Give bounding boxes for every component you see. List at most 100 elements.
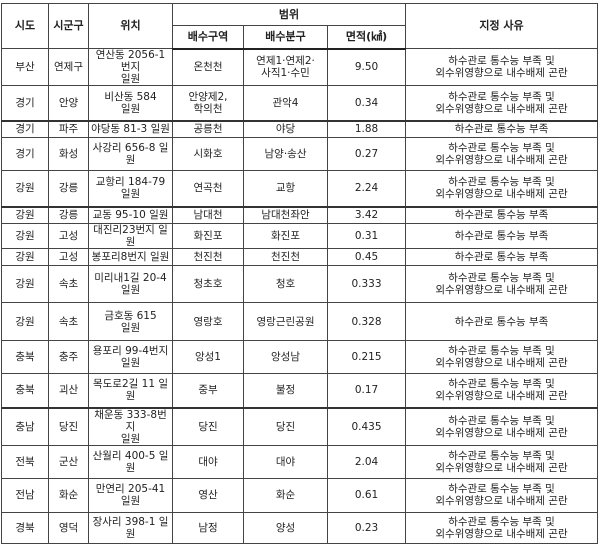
cell-sigungu: 화성 bbox=[48, 137, 89, 171]
table-body: 부산 연제구 연산동 2056-1번지 일원 온천천 연제1·연제2· 사직1·수민 9.… bbox=[1, 48, 598, 544]
cell-drainage-sub: 관악4 bbox=[243, 85, 328, 121]
cell-reason: 하수관로 통수능 부족 및 외수위영향으로 내수배제 곤란 bbox=[405, 85, 598, 121]
cell-reason: 하수관로 통수능 부족 및 외수위영향으로 내수배제 곤란 bbox=[405, 48, 598, 86]
cell-sido: 전남 bbox=[1, 477, 49, 513]
cell-sigungu: 고성 bbox=[48, 223, 89, 249]
cell-area: 3.42 bbox=[326, 205, 407, 224]
cell-sido: 전북 bbox=[1, 444, 49, 479]
flood-zone-table: 시도 시군구 위치 범위 지정 사유 배수구역 배수분구 면적(㎢) 부산 연제구… bbox=[1, 3, 598, 544]
cell-reason: 하수관로 통수능 부족 및 외수위영향으로 내수배제 곤란 bbox=[405, 265, 598, 303]
header-location: 위치 bbox=[88, 3, 173, 49]
table-row: 강원 속초 금호동 615 일원 영랑호 영랑근린공원 0.328 하수관로 통수능 부족 bbox=[1, 302, 598, 341]
cell-location: 만연리 205-41 일원 bbox=[88, 477, 173, 513]
table-row: 강원 속초 미리내1길 20-4 일원 청초호 청호 0.333 하수관로 통수능 부족 및… bbox=[1, 265, 598, 303]
cell-drainage-area: 대야 bbox=[172, 444, 244, 479]
cell-location: 야당동 81-3 일원 bbox=[88, 119, 173, 138]
cell-location: 산월리 400-5 일원 bbox=[88, 444, 173, 479]
header-sigungu: 시군구 bbox=[48, 3, 89, 49]
cell-drainage-sub: 천진천 bbox=[243, 248, 328, 266]
cell-drainage-area: 앙성1 bbox=[172, 340, 244, 374]
cell-sigungu: 화순 bbox=[48, 477, 89, 513]
cell-location: 연산동 2056-1번지 일원 bbox=[88, 48, 173, 86]
header-scope: 범위 bbox=[171, 3, 407, 26]
cell-area: 2.04 bbox=[326, 444, 407, 479]
header-area: 면적(㎢) bbox=[326, 25, 407, 50]
cell-drainage-sub: 불정 bbox=[243, 373, 328, 408]
cell-area: 0.215 bbox=[326, 340, 407, 374]
cell-location: 교동 95-10 일원 bbox=[88, 205, 173, 224]
header-reason: 지정 사유 bbox=[405, 3, 598, 49]
cell-location: 사강리 656-8 일원 bbox=[88, 137, 173, 171]
cell-sigungu: 안양 bbox=[48, 85, 89, 121]
cell-drainage-area: 영랑호 bbox=[172, 302, 244, 341]
table-row: 경기 파주 야당동 81-3 일원 공릉천 야당 1.88 하수관로 통수능 부족 bbox=[1, 119, 598, 138]
cell-sido: 강원 bbox=[1, 205, 49, 224]
table-row: 강원 강릉 교동 95-10 일원 남대천 남대천좌안 3.42 하수관로 통수능 부족 bbox=[1, 205, 598, 224]
cell-sido: 경북 bbox=[1, 511, 49, 544]
cell-reason: 하수관로 통수능 부족 및 외수위영향으로 내수배제 곤란 bbox=[405, 170, 598, 207]
cell-sigungu: 연제구 bbox=[48, 48, 89, 86]
cell-reason: 하수관로 통수능 부족 및 외수위영향으로 내수배제 곤란 bbox=[405, 477, 598, 513]
table-row: 충남 당진 채운동 333-8번지 일원 당진 당진 0.435 하수관로 통수능 부족 및… bbox=[1, 406, 598, 446]
cell-drainage-sub: 대야 bbox=[243, 444, 328, 479]
cell-drainage-area: 온천천 bbox=[172, 48, 244, 86]
cell-sigungu: 당진 bbox=[48, 406, 89, 446]
cell-sido: 경기 bbox=[1, 137, 49, 171]
cell-drainage-area: 남정 bbox=[172, 511, 244, 544]
cell-drainage-area: 남대천 bbox=[172, 205, 244, 224]
cell-drainage-sub: 화진포 bbox=[243, 223, 328, 249]
cell-area: 9.50 bbox=[326, 48, 407, 86]
cell-sido: 경기 bbox=[1, 85, 49, 121]
cell-reason: 하수관로 통수능 부족 bbox=[405, 119, 598, 138]
cell-drainage-sub: 연제1·연제2· 사직1·수민 bbox=[243, 48, 328, 86]
table-row: 경기 화성 사강리 656-8 일원 시화호 남양·송산 0.27 하수관로 통수능 부족 … bbox=[1, 137, 598, 171]
cell-reason: 하수관로 통수능 부족 및 외수위영향으로 내수배제 곤란 bbox=[405, 373, 598, 408]
cell-sigungu: 영덕 bbox=[48, 511, 89, 544]
cell-drainage-area: 화진포 bbox=[172, 223, 244, 249]
cell-drainage-sub: 화순 bbox=[243, 477, 328, 513]
cell-sido: 강원 bbox=[1, 170, 49, 207]
cell-reason: 하수관로 통수능 부족 및 외수위영향으로 내수배제 곤란 bbox=[405, 444, 598, 479]
cell-sido: 충북 bbox=[1, 373, 49, 408]
cell-drainage-area: 청초호 bbox=[172, 265, 244, 303]
table-row: 강원 고성 대진리23번지 일원 화진포 화진포 0.31 하수관로 통수능 부족 bbox=[1, 223, 598, 249]
cell-drainage-area: 영산 bbox=[172, 477, 244, 513]
cell-area: 0.435 bbox=[326, 406, 407, 446]
cell-location: 목도로2길 11 일원 bbox=[88, 373, 173, 408]
cell-drainage-area: 공릉천 bbox=[172, 119, 244, 138]
header-drainage-area: 배수구역 bbox=[172, 25, 244, 50]
cell-reason: 하수관로 통수능 부족 bbox=[405, 223, 598, 249]
cell-location: 채운동 333-8번지 일원 bbox=[88, 406, 173, 446]
cell-reason: 하수관로 통수능 부족 bbox=[405, 248, 598, 266]
cell-area: 0.23 bbox=[326, 511, 407, 544]
table-row: 경북 영덕 장사리 398-1 일원 남정 양성 0.23 하수관로 통수능 부족 및 외수… bbox=[1, 511, 598, 544]
cell-area: 0.61 bbox=[326, 477, 407, 513]
cell-drainage-sub: 양성 bbox=[243, 511, 328, 544]
cell-location: 미리내1길 20-4 일원 bbox=[88, 265, 173, 303]
cell-drainage-area: 천진천 bbox=[172, 248, 244, 266]
cell-area: 0.328 bbox=[326, 302, 407, 341]
table-row: 전북 군산 산월리 400-5 일원 대야 대야 2.04 하수관로 통수능 부족 및 외수… bbox=[1, 444, 598, 479]
cell-area: 1.88 bbox=[326, 119, 407, 138]
cell-area: 0.31 bbox=[326, 223, 407, 249]
cell-drainage-sub: 영랑근린공원 bbox=[243, 302, 328, 341]
cell-reason: 하수관로 통수능 부족 및 외수위영향으로 내수배제 곤란 bbox=[405, 340, 598, 374]
cell-drainage-area: 중부 bbox=[172, 373, 244, 408]
table-row: 경기 안양 비산동 584 일원 안양제2, 학의천 관악4 0.34 하수관로 통수능 부… bbox=[1, 85, 598, 121]
header-drainage-sub: 배수분구 bbox=[243, 25, 328, 50]
cell-reason: 하수관로 통수능 부족 및 외수위영향으로 내수배제 곤란 bbox=[405, 511, 598, 544]
cell-location: 장사리 398-1 일원 bbox=[88, 511, 173, 544]
cell-sigungu: 강릉 bbox=[48, 170, 89, 207]
cell-sido: 강원 bbox=[1, 265, 49, 303]
cell-area: 0.333 bbox=[326, 265, 407, 303]
cell-reason: 하수관로 통수능 부족 및 외수위영향으로 내수배제 곤란 bbox=[405, 406, 598, 446]
cell-area: 0.34 bbox=[326, 85, 407, 121]
table-row: 강원 강릉 교항리 184-79 일원 연곡천 교항 2.24 하수관로 통수능 부족 및 … bbox=[1, 170, 598, 207]
cell-location: 용포리 99-4번지 일원 bbox=[88, 340, 173, 374]
cell-sigungu: 고성 bbox=[48, 248, 89, 266]
cell-drainage-area: 안양제2, 학의천 bbox=[172, 85, 244, 121]
cell-sigungu: 군산 bbox=[48, 444, 89, 479]
cell-drainage-area: 연곡천 bbox=[172, 170, 244, 207]
cell-area: 2.24 bbox=[326, 170, 407, 207]
cell-sigungu: 파주 bbox=[48, 119, 89, 138]
